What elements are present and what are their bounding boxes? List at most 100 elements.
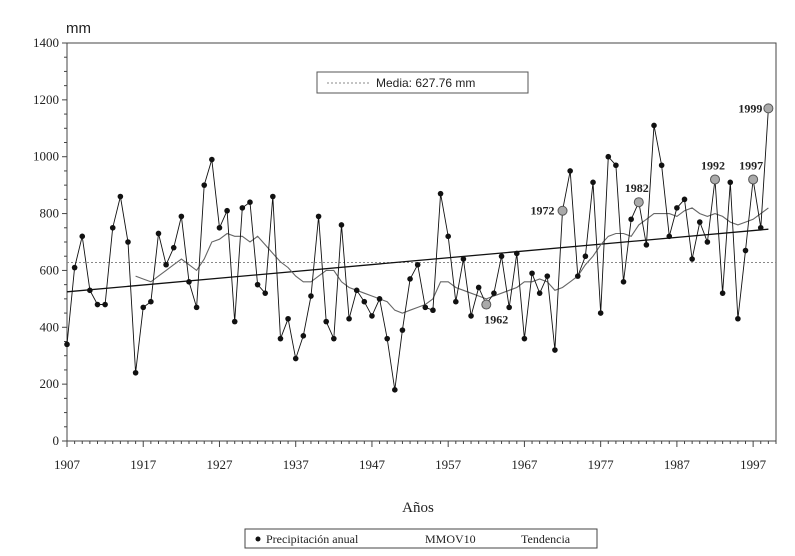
data-point [643, 242, 650, 248]
data-point [254, 281, 261, 288]
data-point [239, 205, 246, 211]
data-point [453, 298, 459, 305]
data-point [651, 122, 657, 129]
data-point [628, 216, 634, 223]
highlight-marker [710, 174, 721, 185]
x-tick-label: 1937 [283, 457, 310, 472]
data-point [475, 284, 482, 291]
highlight-marker [763, 103, 774, 114]
data-point [331, 335, 337, 342]
plot-frame-layer [66, 42, 777, 442]
data-point [338, 222, 345, 228]
data-point [529, 270, 535, 277]
data-point [109, 224, 116, 231]
y-tick-label: 1000 [33, 149, 59, 164]
mean-label-text: Media: 627.76 mm [376, 76, 475, 90]
y-unit-label: mm [66, 20, 91, 37]
data-point [346, 315, 352, 322]
data-point [422, 304, 429, 311]
legend-frame [244, 528, 598, 549]
data-point [201, 182, 208, 188]
data-point [445, 233, 451, 240]
data-point [536, 290, 543, 296]
annotation-layer: 1962 1972 1982 1992 1997 1999 [481, 101, 774, 327]
data-point [148, 298, 154, 305]
data-point [674, 205, 680, 211]
data-point [353, 287, 360, 294]
highlight-marker [481, 299, 492, 310]
data-point [681, 196, 688, 203]
data-point [277, 335, 284, 342]
annotation-label: 1972 [531, 204, 555, 218]
data-point [308, 293, 314, 299]
y-tick-label: 800 [40, 206, 60, 221]
data-point [369, 313, 375, 319]
y-tick-label: 1200 [33, 92, 59, 107]
data-point [71, 264, 78, 271]
data-point [384, 335, 390, 342]
data-point [613, 162, 619, 169]
data-point [719, 290, 726, 296]
data-point [460, 256, 467, 262]
y-tick-label: 1400 [33, 35, 59, 50]
data-point [170, 244, 177, 251]
data-point [742, 247, 749, 254]
legend: Precipitación anual MMOV10 Tendencia [244, 528, 598, 549]
trend-layer [66, 228, 769, 293]
data-point [163, 261, 169, 268]
data-point [552, 347, 558, 353]
data-point [323, 318, 330, 325]
data-point [735, 315, 741, 322]
annotation-label: 1982 [625, 181, 649, 195]
data-point [704, 239, 711, 245]
data-point [521, 335, 528, 342]
trend-line [66, 228, 769, 293]
data-point [506, 304, 512, 311]
data-point [193, 304, 200, 311]
data-point [491, 290, 497, 296]
x-tick-label: 1957 [435, 457, 462, 472]
data-point [399, 327, 406, 333]
highlight-marker [633, 197, 644, 208]
data-point [125, 239, 131, 245]
y-tick-label: 0 [53, 433, 60, 448]
data-point [285, 315, 291, 322]
data-point [87, 287, 93, 294]
data-point [696, 219, 703, 225]
data-point [186, 279, 192, 285]
data-point [132, 369, 139, 376]
mean-label-box: Media: 627.76 mm [316, 71, 529, 94]
data-point [597, 310, 604, 316]
data-point [620, 279, 627, 285]
legend-entry-trend: Tendencia [521, 532, 571, 546]
data-point [102, 301, 108, 308]
moving-average-layer [135, 207, 769, 314]
data-point [605, 153, 612, 160]
data-point [94, 301, 101, 308]
mean-label-frame [316, 71, 529, 94]
y-axis: 0 200 400 600 800 1000 1200 1400 [33, 35, 67, 448]
highlight-marker [748, 174, 759, 185]
data-point [231, 318, 238, 325]
legend-entry-mmov10: MMOV10 [425, 532, 476, 546]
moving-average-line [135, 207, 769, 314]
x-axis: 1907 1917 1927 1937 1947 1957 1967 1977 1987 1997 [54, 441, 777, 472]
annotation-label: 1992 [701, 158, 725, 172]
data-point [407, 276, 413, 282]
data-point [376, 296, 383, 302]
data-point [216, 224, 223, 231]
legend-entry-precipitation: Precipitación anual [266, 532, 359, 546]
x-tick-label: 1927 [206, 457, 233, 472]
x-axis-title: Años [402, 500, 434, 516]
x-tick-label: 1977 [588, 457, 615, 472]
data-point [666, 233, 673, 240]
data-point [757, 224, 764, 231]
annotation-label: 1997 [739, 158, 763, 172]
y-tick-label: 400 [40, 319, 60, 334]
highlight-marker [557, 205, 568, 216]
annotation-label: 1962 [484, 313, 508, 327]
data-point [270, 193, 276, 200]
data-point [178, 213, 185, 220]
